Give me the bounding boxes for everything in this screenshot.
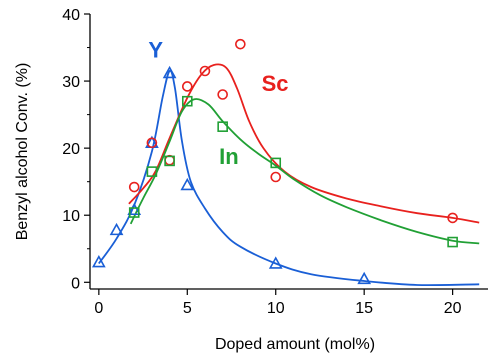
y-tick-label: 0 xyxy=(71,275,80,292)
data-point-sc xyxy=(235,38,246,50)
data-point-in xyxy=(146,166,158,177)
data-point-y xyxy=(180,177,195,191)
data-point-in xyxy=(447,236,458,248)
data-point-sc xyxy=(181,81,193,92)
fit-curve-sc xyxy=(128,63,480,224)
y-tick-label: 40 xyxy=(62,7,80,24)
data-point-in xyxy=(164,155,175,167)
data-point-y xyxy=(127,202,142,216)
x-axis-title: Doped amount (mol%) xyxy=(215,336,375,353)
axes xyxy=(89,14,488,290)
y-tick-label: 20 xyxy=(62,141,80,158)
data-point-sc xyxy=(128,181,140,193)
fit-curve-y xyxy=(98,69,480,287)
series-labels: Y Sc In xyxy=(148,38,288,170)
data-point-sc xyxy=(447,212,458,224)
data-point-in xyxy=(270,157,282,169)
data-point-y xyxy=(162,65,177,79)
series-label-in: In xyxy=(219,144,239,169)
data-point-sc xyxy=(270,171,282,183)
data-point-sc xyxy=(199,65,211,77)
data-point-sc xyxy=(217,89,228,100)
x-tick-label: 0 xyxy=(94,300,103,317)
x-tick-label: 5 xyxy=(183,300,192,317)
data-point-y xyxy=(357,271,372,285)
data-point-in xyxy=(217,121,228,132)
fit-curve-in xyxy=(129,98,480,245)
data-point-in xyxy=(181,95,193,107)
data-point-in xyxy=(128,207,140,218)
y-axis-ticks: 0 10 20 30 40 xyxy=(62,7,90,292)
data-point-y xyxy=(91,255,106,268)
data-point-y xyxy=(109,222,124,236)
x-tick-label: 20 xyxy=(444,300,462,317)
data-point-y xyxy=(268,256,283,269)
series-label-y: Y xyxy=(148,38,163,63)
x-tick-label: 15 xyxy=(355,300,373,317)
x-axis-ticks: 0 5 10 15 20 xyxy=(94,289,462,317)
data-markers xyxy=(91,38,458,285)
data-point-sc xyxy=(146,137,158,149)
y-axis-title: Benzyl alcohol Conv. (%) xyxy=(14,63,31,241)
x-tick-label: 10 xyxy=(267,300,285,317)
y-tick-label: 10 xyxy=(62,208,80,225)
series-label-sc: Sc xyxy=(262,71,289,96)
y-tick-label: 30 xyxy=(62,74,80,91)
